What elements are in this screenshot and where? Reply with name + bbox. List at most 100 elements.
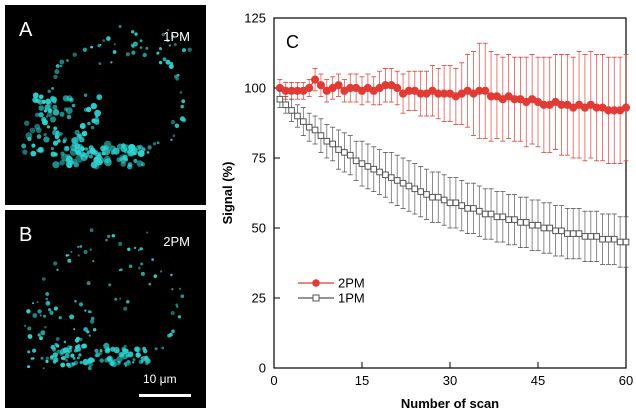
fluorescent-spot: [74, 300, 77, 303]
fluorescent-spot: [54, 306, 58, 310]
fluorescent-spot: [21, 144, 26, 149]
fluorescent-spot: [138, 150, 145, 157]
fluorescent-spot: [127, 360, 131, 364]
data-point: [576, 231, 582, 237]
data-point: [377, 169, 383, 175]
fluorescent-spot: [180, 91, 183, 94]
fluorescent-spot: [90, 249, 92, 251]
fluorescent-spot: [66, 59, 69, 62]
fluorescent-spot: [66, 363, 70, 367]
data-point: [482, 211, 488, 217]
fluorescent-spot: [105, 239, 108, 242]
data-point: [359, 161, 365, 167]
fluorescent-spot: [32, 302, 34, 304]
fluorescent-spot: [31, 144, 35, 148]
fluorescent-spot: [73, 328, 75, 330]
fluorescent-spot: [147, 151, 150, 154]
fluorescent-spot: [47, 302, 50, 305]
data-point: [400, 180, 406, 186]
fluorescent-spot: [67, 259, 71, 263]
data-point: [547, 225, 553, 231]
fluorescent-spot: [28, 334, 33, 339]
fluorescent-spot: [86, 330, 89, 333]
fluorescent-spot: [65, 353, 70, 358]
fluorescent-spot: [78, 353, 81, 356]
fluorescent-spot: [60, 352, 64, 356]
data-point: [394, 178, 400, 184]
data-point: [289, 108, 295, 114]
fluorescent-spot: [45, 99, 51, 105]
panel-label-c: C: [286, 32, 299, 52]
fluorescent-spot: [89, 145, 94, 150]
data-point: [383, 172, 389, 178]
panel-label-b: B: [19, 224, 32, 247]
fluorescent-spot: [94, 349, 98, 353]
data-point: [477, 208, 483, 214]
scale-bar-label: 10 μm: [143, 372, 177, 386]
fluorescent-spot: [55, 135, 60, 140]
fluorescent-spot: [91, 103, 97, 109]
fluorescent-spot: [99, 62, 102, 65]
fluorescent-spot: [24, 325, 26, 327]
data-point: [306, 84, 313, 91]
data-point: [330, 141, 336, 147]
fluorescent-spot: [33, 92, 39, 98]
fluorescent-spot: [61, 154, 68, 161]
fluorescent-spot: [53, 109, 60, 116]
data-point: [324, 138, 330, 144]
fluorescent-spot: [63, 140, 67, 144]
fluorescent-spot: [104, 158, 112, 166]
data-point: [588, 234, 594, 240]
data-point: [600, 236, 606, 242]
fluorescent-spot: [170, 274, 173, 277]
fluorescent-spot: [38, 333, 41, 336]
y-tick-label: 100: [244, 81, 266, 96]
fluorescent-spot: [175, 304, 178, 307]
fluorescent-spot: [140, 46, 143, 49]
fluorescent-spot: [127, 248, 130, 251]
fluorescent-spot: [83, 250, 87, 254]
data-point: [353, 158, 359, 164]
y-tick-label: 75: [252, 151, 266, 166]
fluorescent-spot: [133, 358, 136, 361]
fluorescent-spot: [113, 359, 117, 363]
data-point: [506, 217, 512, 223]
fluorescent-spot: [31, 357, 34, 360]
fluorescent-spot: [53, 141, 58, 146]
fluorescent-spot: [119, 298, 121, 300]
fluorescent-spot: [96, 94, 102, 100]
fluorescent-spot: [32, 349, 36, 353]
fluorescent-spot: [160, 270, 162, 272]
fluorescent-spot: [43, 367, 45, 369]
fluorescent-spot: [47, 112, 52, 117]
fluorescent-spot: [121, 161, 126, 166]
fluorescent-spot: [51, 147, 54, 150]
x-tick-label: 15: [355, 373, 369, 388]
fluorescent-spot: [89, 311, 92, 314]
fluorescent-spot: [171, 288, 173, 290]
fluorescent-spot: [134, 247, 136, 249]
fluorescent-spot: [46, 298, 49, 301]
fluorescent-spot: [91, 126, 95, 130]
fluorescent-spot: [77, 246, 79, 248]
fluorescent-spot: [56, 337, 60, 341]
fluorescent-spot: [138, 249, 140, 251]
fluorescent-spot: [41, 117, 46, 122]
fluorescent-spot: [124, 362, 127, 365]
data-point: [488, 211, 494, 217]
series-line: [280, 99, 626, 242]
x-axis-label: Number of scan: [401, 396, 499, 411]
fluorescent-spot: [50, 116, 56, 122]
fluorescent-spot: [108, 360, 113, 365]
fluorescent-spot: [77, 356, 80, 359]
data-point: [471, 206, 477, 212]
fluorescent-spot: [121, 347, 126, 352]
fluorescent-spot: [141, 272, 145, 276]
fluorescent-spot: [82, 131, 88, 137]
fluorescent-spot: [60, 112, 65, 117]
fluorescent-spot: [175, 77, 179, 81]
fluorescent-spot: [127, 149, 131, 153]
fluorescent-spot: [147, 145, 151, 149]
fluorescent-spot: [59, 60, 64, 65]
fluorescent-spot: [24, 121, 29, 126]
